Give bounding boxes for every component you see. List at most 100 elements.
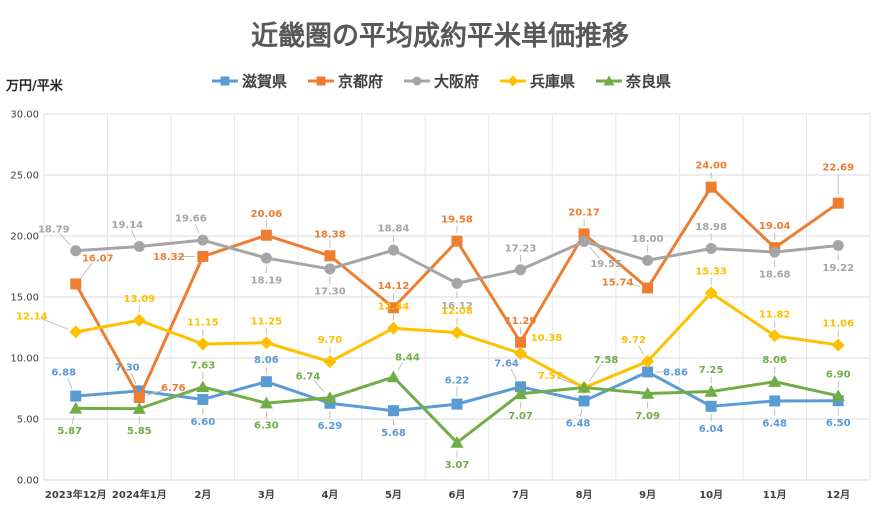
x-tick-label: 10月 bbox=[699, 489, 723, 501]
marker-square bbox=[133, 385, 145, 397]
x-tick-label: 11月 bbox=[763, 489, 787, 501]
marker-triangle bbox=[641, 387, 655, 399]
marker-circle bbox=[769, 246, 781, 258]
marker-diamond bbox=[450, 326, 464, 340]
marker-triangle bbox=[259, 396, 273, 409]
x-tick-label: 9月 bbox=[639, 489, 656, 501]
marker-triangle bbox=[132, 402, 146, 414]
data-label: 5.85 bbox=[127, 426, 152, 437]
leader-line bbox=[40, 317, 69, 330]
leader-line bbox=[510, 368, 517, 381]
marker-square bbox=[70, 390, 82, 402]
marker-square bbox=[387, 302, 399, 314]
y-tick-label: 30.00 bbox=[10, 110, 39, 121]
leader-line bbox=[130, 373, 137, 384]
marker-circle bbox=[260, 252, 272, 264]
y-tick-label: 15.00 bbox=[10, 293, 39, 304]
data-label: 19.55 bbox=[590, 259, 622, 270]
legend-item: 兵庫県 bbox=[500, 73, 575, 91]
marker-circle bbox=[324, 263, 336, 275]
data-label: 8.06 bbox=[762, 355, 787, 366]
marker-square bbox=[387, 405, 399, 417]
gridlines bbox=[43, 113, 871, 481]
x-tick-label: 2024年1月 bbox=[112, 488, 167, 501]
chart-title: 近畿圏の平均成約平米単価推移 bbox=[251, 20, 629, 52]
marker-square bbox=[197, 250, 209, 262]
x-tick-label: 6月 bbox=[449, 489, 466, 501]
data-label: 15.33 bbox=[695, 266, 727, 277]
data-label: 7.64 bbox=[494, 358, 519, 369]
marker-circle bbox=[515, 264, 527, 276]
data-label: 12.08 bbox=[441, 306, 473, 317]
marker-diamond bbox=[196, 337, 210, 351]
legend-item: 京都府 bbox=[308, 73, 383, 91]
marker-square bbox=[133, 392, 145, 404]
data-label: 20.06 bbox=[251, 209, 283, 220]
data-label: 6.76 bbox=[161, 383, 186, 394]
marker-diamond bbox=[507, 75, 519, 87]
data-label: 19.58 bbox=[441, 215, 473, 226]
data-label: 5.87 bbox=[57, 426, 82, 437]
data-label: 9.70 bbox=[318, 335, 343, 346]
marker-diamond bbox=[323, 355, 337, 369]
marker-square bbox=[515, 336, 527, 348]
marker-circle bbox=[387, 244, 399, 256]
y-axis-unit-label: 万円/平米 bbox=[5, 78, 64, 94]
marker-square bbox=[70, 278, 82, 290]
data-label: 18.32 bbox=[153, 252, 185, 263]
data-label: 8.06 bbox=[254, 355, 279, 366]
marker-circle bbox=[197, 234, 209, 246]
leader-line bbox=[146, 389, 165, 396]
leader-line bbox=[80, 262, 93, 279]
legend-label: 京都府 bbox=[338, 73, 383, 91]
data-labels: 6.88 7.30 6.60 8.06 6.29 5.68 6.22 7.64 6.48 8.86… bbox=[16, 161, 854, 471]
leader-line bbox=[194, 224, 200, 234]
marker-circle bbox=[412, 76, 422, 86]
marker-diamond bbox=[704, 286, 718, 300]
data-label: 19.66 bbox=[175, 214, 207, 225]
y-tick-label: 5.00 bbox=[17, 415, 39, 426]
data-label: 18.68 bbox=[759, 270, 791, 281]
data-label: 13.09 bbox=[123, 294, 155, 305]
y-tick-label: 10.00 bbox=[10, 354, 39, 365]
marker-triangle bbox=[386, 370, 400, 383]
data-label: 19.22 bbox=[822, 263, 854, 274]
leader-line bbox=[589, 246, 601, 259]
marker-square bbox=[324, 250, 336, 262]
data-label: 19.14 bbox=[111, 220, 143, 231]
marker-square bbox=[260, 376, 272, 388]
data-label: 18.84 bbox=[378, 224, 410, 235]
marker-square bbox=[197, 393, 209, 405]
marker-diamond bbox=[386, 321, 400, 335]
x-tick-label: 12月 bbox=[826, 489, 850, 501]
marker-square bbox=[832, 197, 844, 209]
leader-line bbox=[626, 282, 640, 287]
data-label: 11.29 bbox=[505, 316, 537, 327]
marker-triangle bbox=[69, 401, 83, 414]
data-label: 6.88 bbox=[51, 368, 76, 379]
marker-diamond bbox=[69, 325, 83, 339]
data-label: 22.69 bbox=[822, 163, 854, 174]
legend-item: 奈良県 bbox=[596, 73, 671, 91]
data-label: 6.50 bbox=[826, 418, 851, 429]
series-line bbox=[75, 375, 839, 445]
marker-square bbox=[705, 181, 717, 193]
x-tick-label: 5月 bbox=[385, 489, 402, 501]
data-label: 6.29 bbox=[318, 421, 343, 432]
data-label: 6.04 bbox=[699, 424, 724, 435]
marker-circle bbox=[642, 254, 654, 266]
data-label: 11.25 bbox=[251, 316, 283, 327]
marker-diamond bbox=[259, 336, 273, 350]
legend-label: 滋賀県 bbox=[242, 73, 287, 91]
leader-line bbox=[313, 380, 325, 393]
x-tick-label: 2月 bbox=[194, 489, 211, 501]
data-label: 18.19 bbox=[251, 276, 283, 287]
legend-item: 滋賀県 bbox=[212, 73, 287, 91]
marker-triangle bbox=[577, 381, 591, 393]
legend-item: 大阪府 bbox=[404, 73, 479, 91]
x-axis-ticks: 2023年12月 2024年1月 2月 3月 4月 5月 6月 7月 8月 9月 10月 11月 12月 bbox=[45, 488, 850, 501]
data-label: 7.09 bbox=[635, 411, 660, 422]
marker-triangle bbox=[323, 391, 337, 403]
